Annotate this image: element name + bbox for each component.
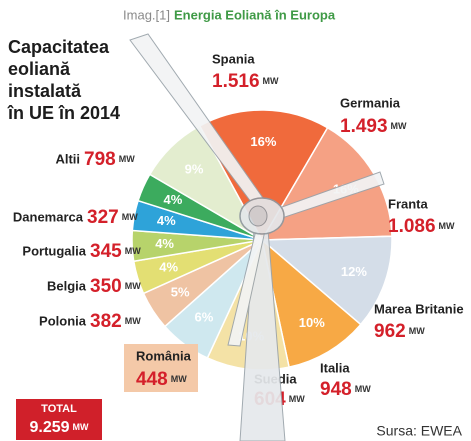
unit-label: MW [122, 212, 138, 222]
percent-label: 4% [157, 213, 176, 228]
category-label: Altii [55, 151, 80, 166]
value-label: 350 [90, 276, 122, 297]
unit-label: MW [355, 384, 371, 394]
value-label: 962 [374, 321, 406, 342]
title-line: Capacitatea [8, 37, 110, 57]
title-line: instalată [8, 81, 82, 101]
unit-label: MW [125, 281, 141, 291]
category-label: Marea Britanie [374, 301, 464, 316]
unit-label: MW [439, 221, 455, 231]
value-label: 798 [84, 149, 116, 170]
value-label: 1.086 [388, 216, 436, 237]
percent-label: 16% [250, 134, 276, 149]
percent-label: 12% [341, 264, 367, 279]
value-label: 327 [87, 207, 119, 228]
title-line: eoliană [8, 59, 71, 79]
value-label: 345 [90, 241, 122, 262]
category-label: Portugalia [22, 243, 86, 258]
value-label: 1.516 [212, 71, 260, 92]
category-label: România [136, 348, 192, 363]
unit-label: MW [125, 316, 141, 326]
percent-label: 6% [195, 310, 214, 325]
total-number: 9.259 [29, 419, 69, 436]
chart: Imag.[1] Energia Eoliană în Europa 16%16… [0, 0, 471, 441]
unit-label: MW [263, 76, 279, 86]
unit-label: MW [289, 394, 305, 404]
total-label: TOTAL [41, 403, 77, 415]
percent-label: 4% [159, 260, 178, 275]
category-label: Germania [340, 95, 401, 110]
unit-label: MW [119, 154, 135, 164]
unit-label: MW [391, 121, 407, 131]
unit-label: MW [171, 374, 187, 384]
percent-label: 9% [185, 161, 204, 176]
category-label: Spania [212, 51, 255, 66]
unit-label: MW [409, 326, 425, 336]
title-line: în UE în 2014 [7, 103, 120, 123]
percent-label: 4% [155, 236, 174, 251]
unit-label: MW [125, 246, 141, 256]
source: Sursa: EWEA [376, 423, 462, 439]
value-label: 382 [90, 311, 122, 332]
category-label: Franta [388, 196, 429, 211]
category-label: Danemarca [13, 209, 84, 224]
header: Energia Eoliană în Europa [174, 7, 336, 22]
percent-label: 4% [164, 192, 183, 207]
percent-label: 10% [299, 315, 325, 330]
percent-label: 5% [171, 285, 190, 300]
header-ref: Imag.[1] [123, 7, 170, 22]
category-label: Italia [320, 360, 350, 375]
category-label: Polonia [39, 313, 87, 328]
total-unit: MW [73, 422, 89, 432]
value-label: 1.493 [340, 116, 388, 137]
value-label: 448 [136, 369, 168, 390]
value-label: 948 [320, 379, 352, 400]
category-label: Belgia [47, 278, 87, 293]
